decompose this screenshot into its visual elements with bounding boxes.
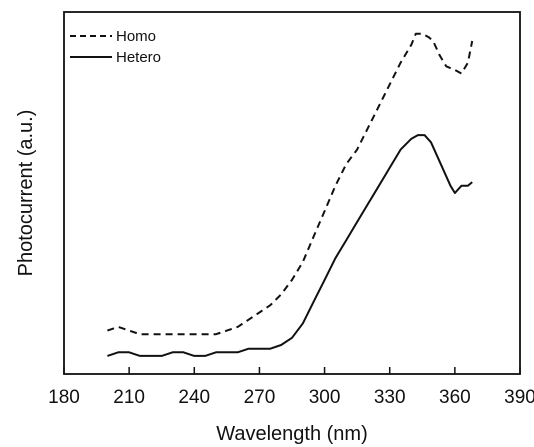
- plot-frame: [63, 11, 521, 375]
- x-tick-label-240: 240: [178, 387, 210, 408]
- y-axis-title: Photocurrent (a.u.): [15, 110, 37, 277]
- legend: Homo Hetero: [70, 28, 161, 66]
- x-axis-tick-labels: 180 210 240 270 300 330 360 390: [48, 387, 534, 408]
- series-line-hetero: [107, 134, 473, 357]
- legend-label-homo: Homo: [116, 28, 156, 45]
- x-tick-label-210: 210: [113, 387, 145, 408]
- legend-label-hetero: Hetero: [116, 49, 161, 66]
- x-tick-label-270: 270: [244, 387, 276, 408]
- x-tick-label-360: 360: [439, 387, 471, 408]
- x-axis-title: Wavelength (nm): [216, 423, 368, 445]
- x-tick-label-390: 390: [504, 387, 534, 408]
- x-axis-ticks: [63, 367, 521, 374]
- x-tick-label-330: 330: [374, 387, 406, 408]
- x-tick-label-300: 300: [309, 387, 341, 408]
- series-layer: [107, 32, 474, 357]
- x-tick-label-180: 180: [48, 387, 80, 408]
- series-line-homo: [107, 32, 474, 336]
